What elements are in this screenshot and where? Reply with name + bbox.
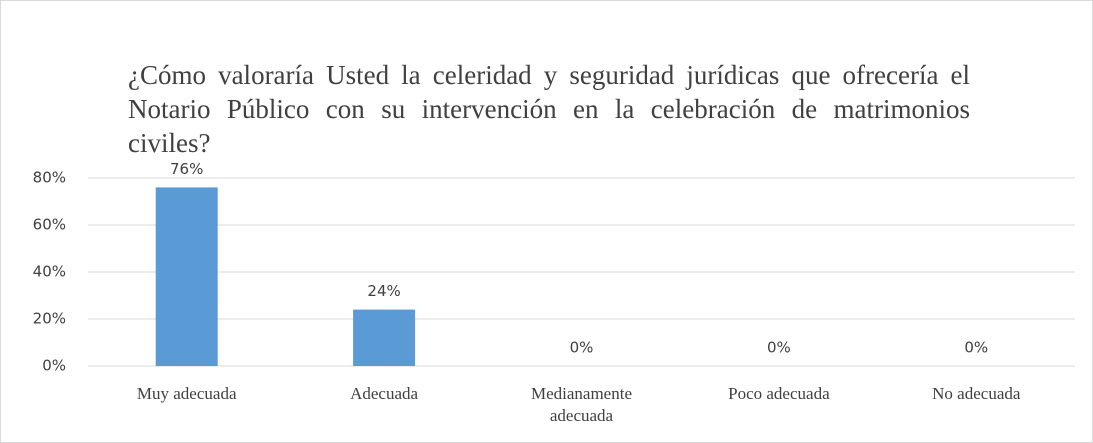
- y-tick-label: 20%: [33, 310, 66, 328]
- y-tick-label: 40%: [33, 263, 66, 281]
- bar: [155, 187, 218, 366]
- x-tick-label: Poco adecuada: [728, 384, 830, 403]
- y-tick-label: 0%: [42, 357, 66, 375]
- value-label: 0%: [570, 339, 594, 357]
- y-tick-label: 60%: [33, 216, 66, 234]
- value-label: 24%: [367, 282, 400, 300]
- bar: [353, 309, 416, 366]
- x-tick-label: Muy adecuada: [136, 384, 237, 403]
- x-tick-label: Adecuada: [350, 384, 419, 403]
- chart-title: ¿Cómo valoraría Usted la celeridad y seg…: [128, 60, 970, 158]
- x-tick-label: Medianamente adecuada: [530, 384, 632, 425]
- value-label: 0%: [964, 339, 988, 357]
- x-tick-label: No adecuada: [932, 384, 1021, 403]
- y-tick-label: 80%: [33, 169, 66, 187]
- value-label: 0%: [767, 339, 791, 357]
- value-label: 76%: [170, 160, 203, 178]
